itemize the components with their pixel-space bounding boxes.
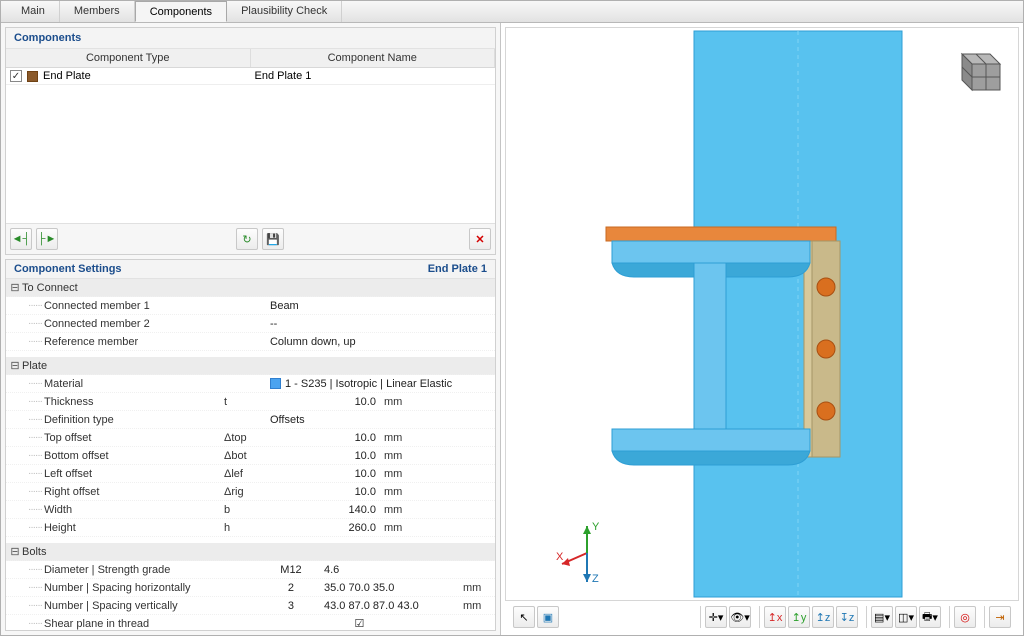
settings-subtitle: End Plate 1 bbox=[428, 263, 487, 275]
row-swatch bbox=[27, 71, 38, 82]
group-to-connect[interactable]: ⊟To Connect bbox=[6, 279, 495, 297]
row-name: End Plate 1 bbox=[251, 70, 492, 82]
group-plate[interactable]: ⊟Plate bbox=[6, 357, 495, 375]
viewport-toolbar: ↖ ▣ ✛▾ 👁▾ ↥x ↥y ↥z ↧z ▤▾ ◫▾ 🖶▾ ◎ bbox=[505, 603, 1019, 631]
left-pane: Components Component Type Component Name… bbox=[1, 23, 501, 635]
prop-connected-member-1[interactable]: ······Connected member 1Beam bbox=[6, 297, 495, 315]
delete-button[interactable]: ✕ bbox=[469, 228, 491, 250]
tab-plausibility[interactable]: Plausibility Check bbox=[227, 1, 342, 22]
prop-bottom-offset[interactable]: ······Bottom offsetΔbot10.0mm bbox=[6, 447, 495, 465]
prop-material[interactable]: ······Material1 - S235 | Isotropic | Lin… bbox=[6, 375, 495, 393]
settings-panel: Component Settings End Plate 1 ⊟To Conne… bbox=[5, 259, 496, 631]
select-window-tool[interactable]: ▣ bbox=[537, 606, 559, 628]
prop-connected-member-2[interactable]: ······Connected member 2-- bbox=[6, 315, 495, 333]
prop-diameter-strength-grade[interactable]: ······Diameter | Strength gradeM124.6 bbox=[6, 561, 495, 579]
layers-menu[interactable]: ▤▾ bbox=[871, 606, 893, 628]
top-tabs: Main Members Components Plausibility Che… bbox=[1, 1, 1023, 23]
axis-menu[interactable]: ✛▾ bbox=[705, 606, 727, 628]
svg-text:X: X bbox=[556, 551, 564, 563]
components-panel: Components Component Type Component Name… bbox=[5, 27, 496, 255]
prop-left-offset[interactable]: ······Left offsetΔlef10.0mm bbox=[6, 465, 495, 483]
prop-width[interactable]: ······Widthb140.0mm bbox=[6, 501, 495, 519]
view-xz[interactable]: ↥z bbox=[812, 606, 834, 628]
prop-thickness[interactable]: ······Thicknesst10.0mm bbox=[6, 393, 495, 411]
view-menu[interactable]: 👁▾ bbox=[729, 606, 751, 628]
viewport-3d[interactable]: X Y Z bbox=[505, 27, 1019, 601]
view-iso[interactable]: ↧z bbox=[836, 606, 858, 628]
group-bolts[interactable]: ⊟Bolts bbox=[6, 543, 495, 561]
cursor-tool[interactable]: ↖ bbox=[513, 606, 535, 628]
prop-shear-plane-in-thread[interactable]: ······Shear plane in thread☑ bbox=[6, 615, 495, 630]
print-menu[interactable]: 🖶▾ bbox=[919, 606, 941, 628]
add-left-button[interactable]: ◄┤ bbox=[10, 228, 32, 250]
view-xy[interactable]: ↥x bbox=[764, 606, 786, 628]
settings-body[interactable]: ⊟To Connect······Connected member 1Beam·… bbox=[6, 279, 495, 630]
prop-number-spacing-horizontally[interactable]: ······Number | Spacing horizontally235.0… bbox=[6, 579, 495, 597]
col-type[interactable]: Component Type bbox=[6, 49, 251, 67]
refresh-button[interactable]: ↻ bbox=[236, 228, 258, 250]
tab-members[interactable]: Members bbox=[60, 1, 135, 22]
cube-menu[interactable]: ◫▾ bbox=[895, 606, 917, 628]
view-yz[interactable]: ↥y bbox=[788, 606, 810, 628]
nav-cube[interactable] bbox=[948, 42, 1004, 94]
row-type: End Plate bbox=[43, 70, 91, 82]
component-row[interactable]: ✓ End Plate End Plate 1 bbox=[6, 68, 495, 85]
components-title: Components bbox=[6, 28, 495, 49]
prop-reference-member[interactable]: ······Reference memberColumn down, up bbox=[6, 333, 495, 351]
right-pane: X Y Z bbox=[501, 23, 1023, 635]
prop-number-spacing-vertically[interactable]: ······Number | Spacing vertically343.0 8… bbox=[6, 597, 495, 615]
prop-right-offset[interactable]: ······Right offsetΔrig10.0mm bbox=[6, 483, 495, 501]
save-button[interactable]: 💾 bbox=[262, 228, 284, 250]
tab-components[interactable]: Components bbox=[135, 1, 227, 22]
prop-top-offset[interactable]: ······Top offsetΔtop10.0mm bbox=[6, 429, 495, 447]
components-toolbar: ◄┤ ├► ↻ 💾 ✕ bbox=[6, 223, 495, 254]
prop-height[interactable]: ······Heighth260.0mm bbox=[6, 519, 495, 537]
tab-main[interactable]: Main bbox=[7, 1, 60, 22]
settings-title: Component Settings bbox=[14, 263, 122, 275]
col-name[interactable]: Component Name bbox=[251, 49, 496, 67]
target-button[interactable]: ◎ bbox=[954, 606, 976, 628]
svg-text:Y: Y bbox=[592, 521, 600, 533]
add-right-button[interactable]: ├► bbox=[36, 228, 58, 250]
components-header: Component Type Component Name bbox=[6, 49, 495, 68]
exit-button[interactable]: ⇥ bbox=[989, 606, 1011, 628]
svg-text:Z: Z bbox=[592, 573, 599, 585]
axis-gizmo: X Y Z bbox=[552, 518, 622, 588]
prop-definition-type[interactable]: ······Definition typeOffsets bbox=[6, 411, 495, 429]
row-checkbox[interactable]: ✓ bbox=[10, 70, 22, 82]
